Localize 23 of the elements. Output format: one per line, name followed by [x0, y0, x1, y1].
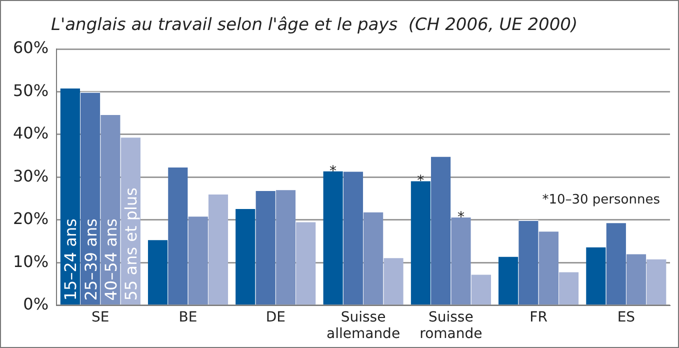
annotation: * [330, 163, 337, 180]
annotation: * [457, 210, 464, 226]
y-tick-label: 20% [13, 209, 49, 228]
series-label: 25–39 ans [81, 218, 100, 301]
x-tick-label: ES [617, 309, 636, 326]
y-tick-label: 40% [13, 124, 49, 143]
series-label: 55 ans et plus [122, 188, 141, 301]
annotation: *10–30 personnes [542, 192, 660, 208]
y-tick-label: 60% [13, 38, 49, 58]
series-label: 15–24 ans [61, 218, 80, 301]
x-tick-label: Suisse romande [420, 309, 482, 342]
annotation: * [417, 173, 424, 190]
x-tick-label: DE [266, 309, 286, 326]
series-label: 40–54 ans [101, 218, 120, 301]
y-tick-label: 30% [13, 166, 49, 186]
x-tick-label: Suisse allemande [326, 309, 400, 342]
chart-title: L'anglais au travail selon l'âge et le pays (CH 2006, UE 2000) [51, 15, 578, 35]
x-tick-label: BE [178, 309, 198, 326]
y-tick-label: 10% [13, 252, 49, 271]
y-tick-label: 0% [23, 294, 49, 314]
y-tick-label: 50% [13, 80, 49, 100]
x-tick-label: FR [530, 309, 548, 326]
x-tick-label: SE [92, 309, 110, 326]
